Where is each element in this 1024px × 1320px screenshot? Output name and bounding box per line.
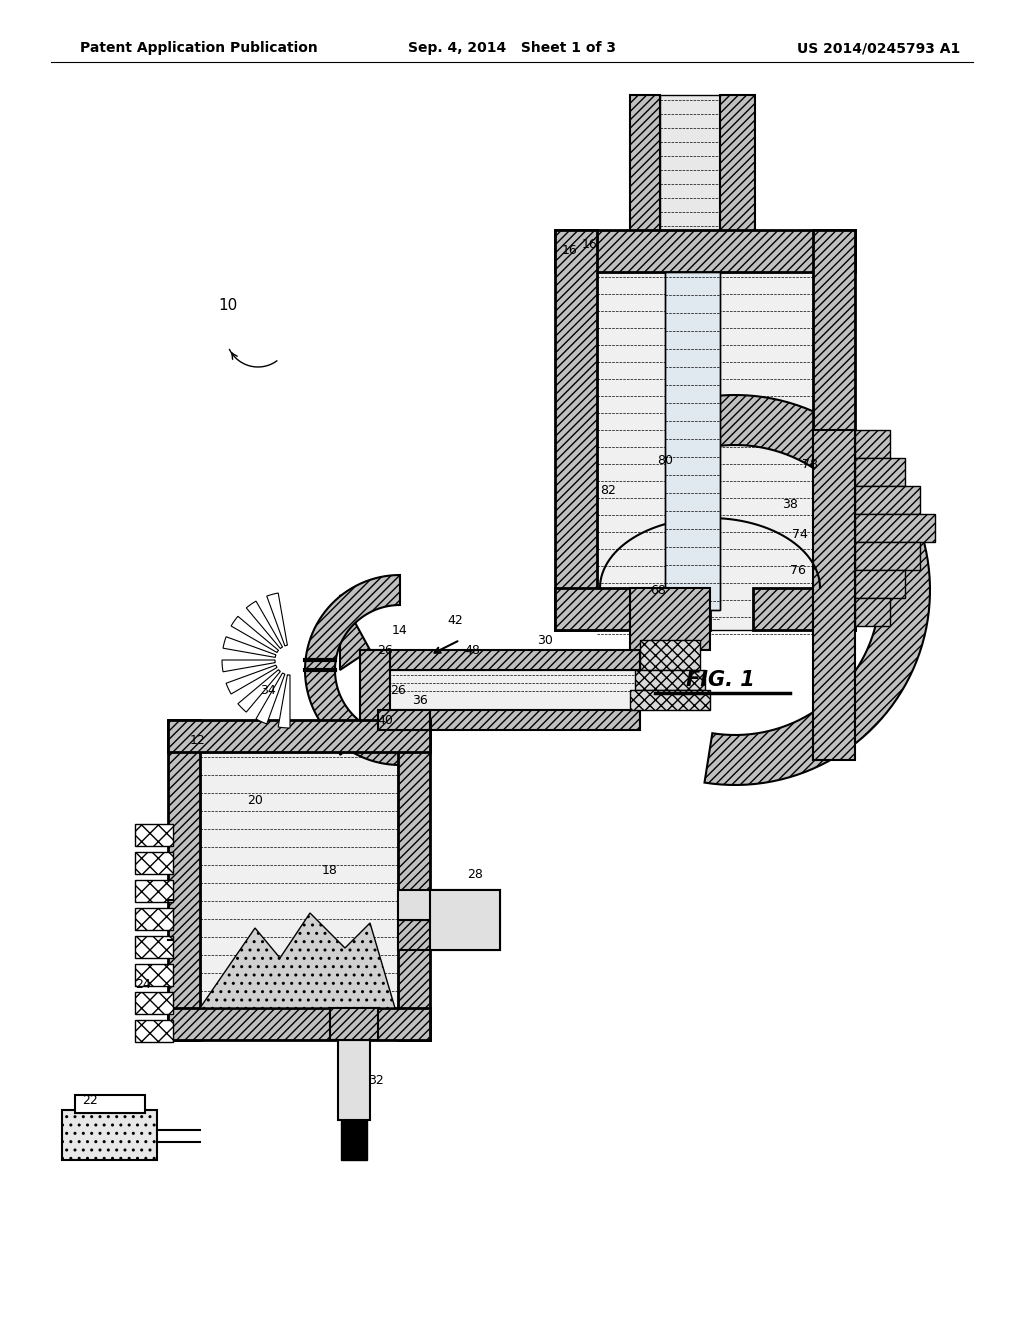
Text: 14: 14 xyxy=(392,623,408,636)
Polygon shape xyxy=(223,636,275,657)
Text: FIG. 1: FIG. 1 xyxy=(686,671,755,690)
Text: 32: 32 xyxy=(368,1073,384,1086)
Polygon shape xyxy=(630,587,710,649)
Polygon shape xyxy=(660,95,720,249)
Text: 26: 26 xyxy=(390,684,406,697)
Polygon shape xyxy=(256,673,285,723)
Text: 48: 48 xyxy=(464,644,480,656)
Polygon shape xyxy=(135,964,173,986)
Polygon shape xyxy=(168,719,200,1040)
Polygon shape xyxy=(75,1096,145,1113)
Polygon shape xyxy=(135,993,173,1014)
Polygon shape xyxy=(555,230,855,272)
Polygon shape xyxy=(855,430,890,458)
Text: 34: 34 xyxy=(260,684,275,697)
Polygon shape xyxy=(630,690,710,710)
Text: 82: 82 xyxy=(600,483,616,496)
Polygon shape xyxy=(226,665,278,694)
Polygon shape xyxy=(370,649,640,671)
Polygon shape xyxy=(813,430,855,760)
Polygon shape xyxy=(168,719,430,752)
Text: 28: 28 xyxy=(467,869,483,882)
Polygon shape xyxy=(135,936,173,958)
Text: 30: 30 xyxy=(537,634,553,647)
Polygon shape xyxy=(855,513,935,543)
Text: 40: 40 xyxy=(377,714,393,726)
Polygon shape xyxy=(340,710,370,755)
Polygon shape xyxy=(168,1008,430,1040)
Text: 36: 36 xyxy=(412,693,428,706)
Text: 10: 10 xyxy=(218,297,238,313)
Polygon shape xyxy=(398,719,430,730)
Polygon shape xyxy=(360,649,390,730)
Text: 12: 12 xyxy=(190,734,206,747)
Text: 20: 20 xyxy=(247,793,263,807)
Polygon shape xyxy=(430,890,500,950)
Polygon shape xyxy=(855,458,905,486)
Polygon shape xyxy=(247,601,283,648)
Polygon shape xyxy=(231,616,279,652)
Polygon shape xyxy=(135,908,173,931)
Polygon shape xyxy=(753,587,855,630)
Polygon shape xyxy=(398,719,430,1040)
Polygon shape xyxy=(200,913,395,1008)
Polygon shape xyxy=(135,824,173,846)
Text: 26: 26 xyxy=(377,644,393,656)
Polygon shape xyxy=(135,880,173,902)
Text: 74: 74 xyxy=(792,528,808,541)
Polygon shape xyxy=(305,576,400,766)
Polygon shape xyxy=(855,598,890,626)
Polygon shape xyxy=(705,395,930,785)
Text: 16: 16 xyxy=(582,239,598,252)
Polygon shape xyxy=(855,486,920,513)
Text: 24: 24 xyxy=(135,978,151,991)
Polygon shape xyxy=(370,710,640,730)
Polygon shape xyxy=(279,675,290,729)
Text: 42: 42 xyxy=(447,614,463,627)
Polygon shape xyxy=(635,671,705,690)
Polygon shape xyxy=(62,1110,157,1160)
Polygon shape xyxy=(855,570,905,598)
Polygon shape xyxy=(222,660,275,672)
Polygon shape xyxy=(855,543,920,570)
Polygon shape xyxy=(340,595,370,671)
Polygon shape xyxy=(665,272,720,610)
Polygon shape xyxy=(555,230,597,630)
Text: 22: 22 xyxy=(82,1093,98,1106)
Text: 18: 18 xyxy=(323,863,338,876)
Polygon shape xyxy=(330,1008,378,1040)
Text: US 2014/0245793 A1: US 2014/0245793 A1 xyxy=(797,41,961,55)
Polygon shape xyxy=(135,1020,173,1041)
Polygon shape xyxy=(398,920,500,950)
Polygon shape xyxy=(555,587,710,630)
Polygon shape xyxy=(640,640,700,671)
Polygon shape xyxy=(238,669,281,711)
Text: 78: 78 xyxy=(802,458,818,471)
Polygon shape xyxy=(630,95,660,249)
Polygon shape xyxy=(266,593,288,645)
Text: 80: 80 xyxy=(657,454,673,466)
Polygon shape xyxy=(338,1040,370,1119)
Polygon shape xyxy=(813,230,855,630)
Text: 76: 76 xyxy=(791,564,806,577)
Polygon shape xyxy=(597,272,813,630)
Text: Patent Application Publication: Patent Application Publication xyxy=(80,41,317,55)
Polygon shape xyxy=(398,890,500,920)
Polygon shape xyxy=(341,1119,367,1160)
Text: 16: 16 xyxy=(562,243,578,256)
Text: 38: 38 xyxy=(782,499,798,511)
Polygon shape xyxy=(720,95,755,249)
Polygon shape xyxy=(135,851,173,874)
Text: 68: 68 xyxy=(650,583,666,597)
Polygon shape xyxy=(200,752,398,1008)
Text: Sep. 4, 2014   Sheet 1 of 3: Sep. 4, 2014 Sheet 1 of 3 xyxy=(408,41,616,55)
Polygon shape xyxy=(378,710,430,730)
Polygon shape xyxy=(370,671,640,710)
